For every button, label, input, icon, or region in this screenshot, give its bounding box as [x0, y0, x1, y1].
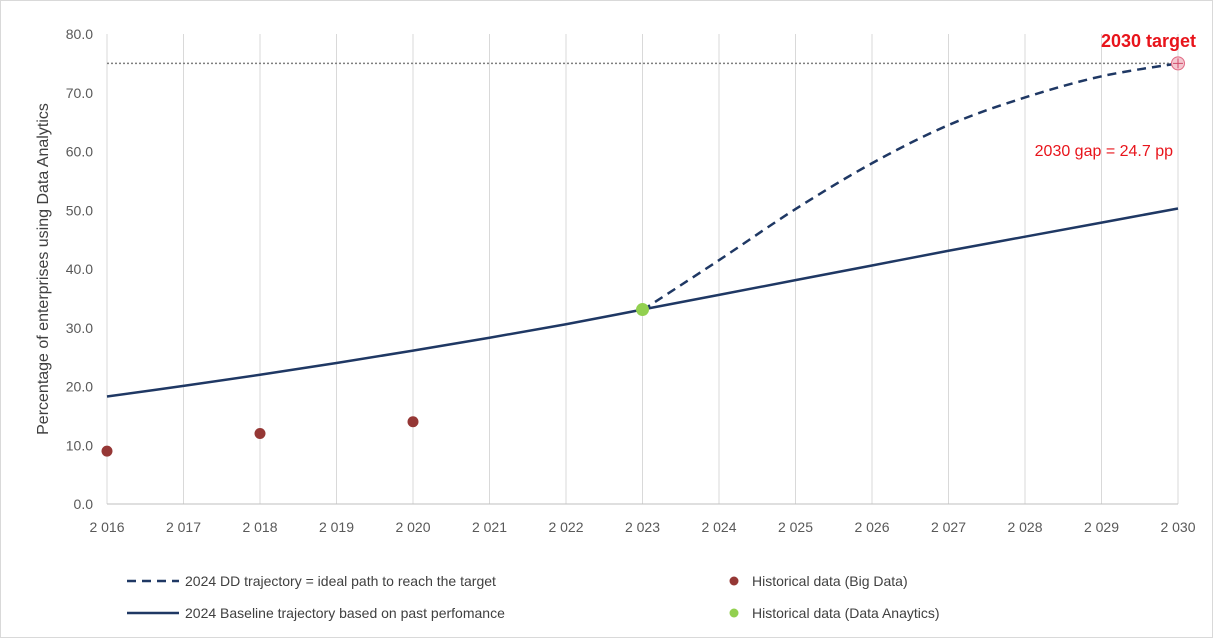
target-marker: [1171, 56, 1185, 71]
data-point-big-data: [254, 428, 266, 439]
legend-label: Historical data (Data Anaytics): [752, 605, 940, 621]
x-tick-label: 2 026: [854, 519, 889, 535]
data-point-data-analytics: [636, 303, 649, 317]
legend-swatch-scatter: [729, 576, 739, 586]
x-tick-label: 2 023: [625, 519, 660, 535]
data-point-big-data: [101, 445, 113, 457]
legend-label: Historical data (Big Data): [752, 573, 908, 589]
gridlines: [106, 34, 1179, 504]
y-tick-label: 40.0: [66, 261, 93, 277]
x-tick-label: 2 027: [931, 519, 966, 535]
x-tick-label: 2 022: [548, 519, 583, 535]
series-line-dd-trajectory: [641, 62, 1179, 312]
x-axis-tick-labels: 2 016 2 017 2 018 2 019 2 020 2 021 2 022 2 023…: [89, 519, 1195, 535]
x-tick-label: 2 024: [701, 519, 736, 535]
y-axis-label: Percentage of enterprises using Data Ana…: [35, 103, 52, 435]
x-tick-label: 2 018: [242, 519, 277, 535]
x-tick-label: 2 016: [89, 519, 124, 535]
data-point-big-data: [407, 416, 419, 428]
x-tick-label: 2 020: [395, 519, 430, 535]
x-tick-label: 2 028: [1007, 519, 1042, 535]
legend-swatch-scatter: [729, 608, 739, 618]
y-tick-label: 60.0: [66, 144, 93, 160]
x-tick-label: 2 017: [166, 519, 201, 535]
x-tick-label: 2 029: [1084, 519, 1119, 535]
gap-annotation: 2030 gap = 24.7 pp: [1035, 143, 1173, 160]
legend-label: 2024 Baseline trajectory based on past p…: [185, 605, 505, 621]
y-tick-label: 0.0: [74, 496, 94, 512]
x-tick-label: 2 025: [778, 519, 813, 535]
series-layer: [101, 62, 1179, 457]
y-axis-tick-labels: 0.0 10.0 20.0 30.0 40.0 50.0 60.0 70.0 80.0: [66, 26, 93, 512]
x-tick-label: 2 021: [472, 519, 507, 535]
target-annotation: 2030 target: [1101, 31, 1196, 51]
y-tick-label: 10.0: [66, 437, 93, 453]
x-tick-label: 2 030: [1160, 519, 1195, 535]
y-tick-label: 80.0: [66, 26, 93, 42]
y-tick-label: 70.0: [66, 85, 93, 101]
y-tick-label: 30.0: [66, 320, 93, 336]
legend: 2024 DD trajectory = ideal path to reach…: [127, 573, 940, 621]
legend-label: 2024 DD trajectory = ideal path to reach…: [185, 573, 496, 589]
y-tick-label: 20.0: [66, 379, 93, 395]
y-tick-label: 50.0: [66, 202, 93, 218]
x-tick-label: 2 019: [319, 519, 354, 535]
